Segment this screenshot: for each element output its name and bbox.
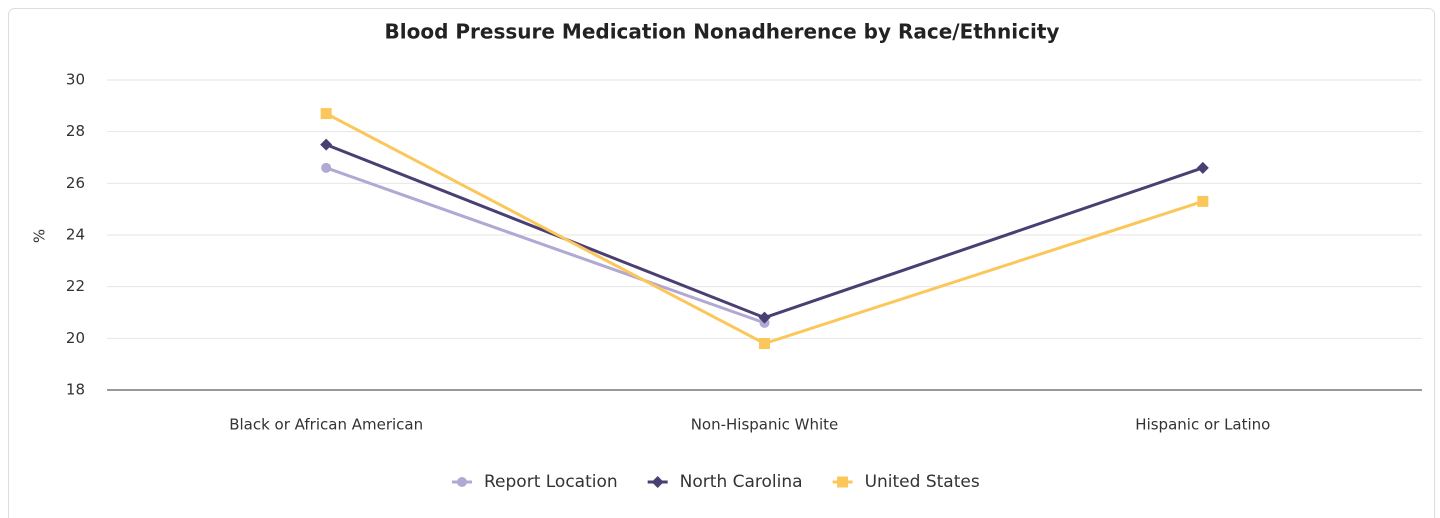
legend-label: Report Location <box>484 472 618 492</box>
y-tick-label: 20 <box>66 329 85 347</box>
point <box>321 162 332 173</box>
y-tick-label: 18 <box>66 381 85 399</box>
y-axis-label: % <box>31 229 49 243</box>
legend-item[interactable]: Report Location <box>452 472 618 492</box>
y-tick-label: 24 <box>66 226 85 244</box>
y-tick-label: 30 <box>66 71 85 89</box>
legend-item[interactable]: North Carolina <box>647 472 803 492</box>
chart-frame <box>8 8 1435 518</box>
y-tick-label: 22 <box>66 277 85 295</box>
legend-label: North Carolina <box>680 472 803 492</box>
point <box>457 477 467 487</box>
x-tick-label: Black or African American <box>229 416 423 434</box>
x-tick-label: Hispanic or Latino <box>1135 416 1270 434</box>
legend: Report Location North Carolina United Stat… <box>452 472 980 492</box>
point <box>320 108 332 120</box>
point <box>758 311 771 324</box>
legend-item[interactable]: United States <box>832 472 980 492</box>
legend-label: United States <box>865 472 980 492</box>
x-tick-label: Non-Hispanic White <box>691 416 839 434</box>
point <box>320 138 333 151</box>
y-tick-label: 26 <box>66 174 85 192</box>
y-tick-label: 28 <box>66 122 85 140</box>
series-line <box>325 166 766 325</box>
point <box>1197 195 1209 207</box>
point <box>837 476 849 488</box>
point <box>651 476 664 488</box>
chart-title: Blood Pressure Medication Nonadherence b… <box>385 20 1060 44</box>
point <box>759 338 770 349</box>
point <box>1196 161 1209 174</box>
